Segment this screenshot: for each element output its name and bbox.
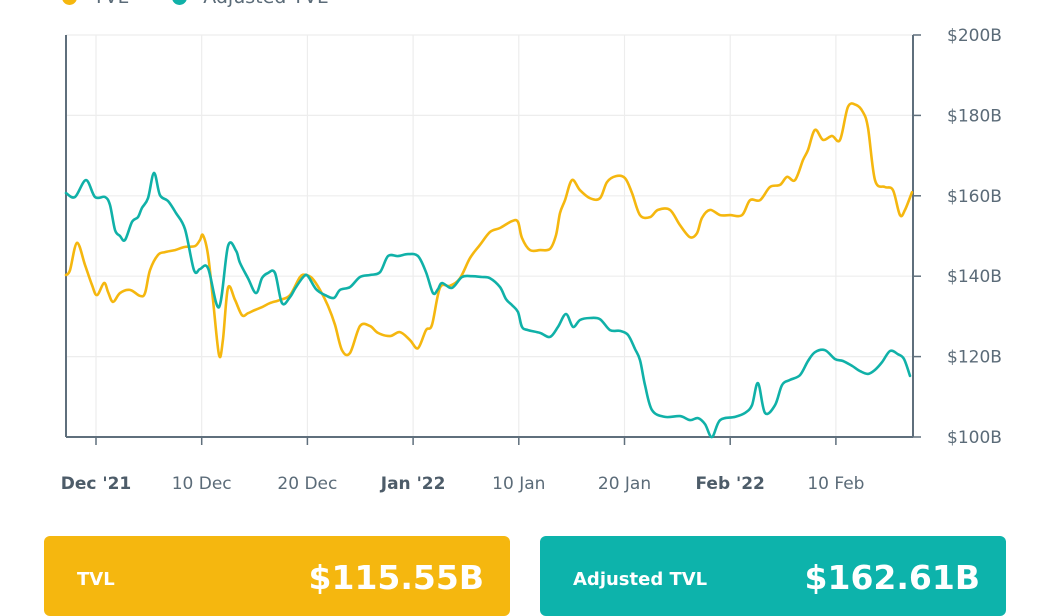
chart-legend: TVL Adjusted TVL [62, 0, 328, 8]
chart-gridlines [66, 34, 913, 438]
x-tick-label: Feb '22 [695, 474, 764, 494]
adjusted-tvl-line [64, 171, 912, 439]
tvl-legend-dot-icon [62, 0, 77, 5]
y-tick-label: $100B [947, 428, 1002, 448]
tvl-line-chart[interactable]: $200B $180B $160B $140B $120B $100B Dec '21 10 … [0, 0, 1050, 520]
adjusted-tvl-card-value: $162.61B [804, 558, 980, 597]
y-tick-label: $180B [947, 106, 1002, 126]
x-tick-label: Jan '22 [380, 474, 446, 494]
tvl-line [64, 102, 914, 359]
chart-series-lines [64, 102, 914, 439]
adjusted-tvl-summary-card: Adjusted TVL $162.61B [540, 536, 1006, 616]
x-tick-label: Dec '21 [61, 474, 132, 494]
legend-label-tvl: TVL [93, 0, 128, 8]
y-tick-label: $140B [947, 267, 1002, 287]
tvl-summary-card: TVL $115.55B [44, 536, 510, 616]
adjusted-tvl-legend-dot-icon [172, 0, 188, 5]
legend-item-tvl[interactable]: TVL [62, 0, 128, 8]
tvl-card-label: TVL [77, 569, 115, 590]
chart-axes [65, 34, 921, 445]
adjusted-tvl-card-label: Adjusted TVL [573, 569, 708, 590]
legend-item-adjusted-tvl[interactable]: Adjusted TVL [172, 0, 328, 8]
x-tick-label: 10 Feb [807, 474, 864, 494]
y-tick-label: $120B [947, 348, 1002, 368]
chart-tick-labels: $200B $180B $160B $140B $120B $100B Dec '21 10 … [61, 26, 1002, 494]
x-tick-label: 20 Jan [598, 474, 651, 494]
tvl-card-value: $115.55B [308, 558, 484, 597]
x-tick-label: 10 Dec [172, 474, 232, 494]
legend-label-adjusted-tvl: Adjusted TVL [203, 0, 327, 8]
x-tick-label: 20 Dec [277, 474, 337, 494]
y-tick-label: $200B [947, 26, 1002, 46]
y-tick-label: $160B [947, 187, 1002, 207]
x-tick-label: 10 Jan [492, 474, 545, 494]
